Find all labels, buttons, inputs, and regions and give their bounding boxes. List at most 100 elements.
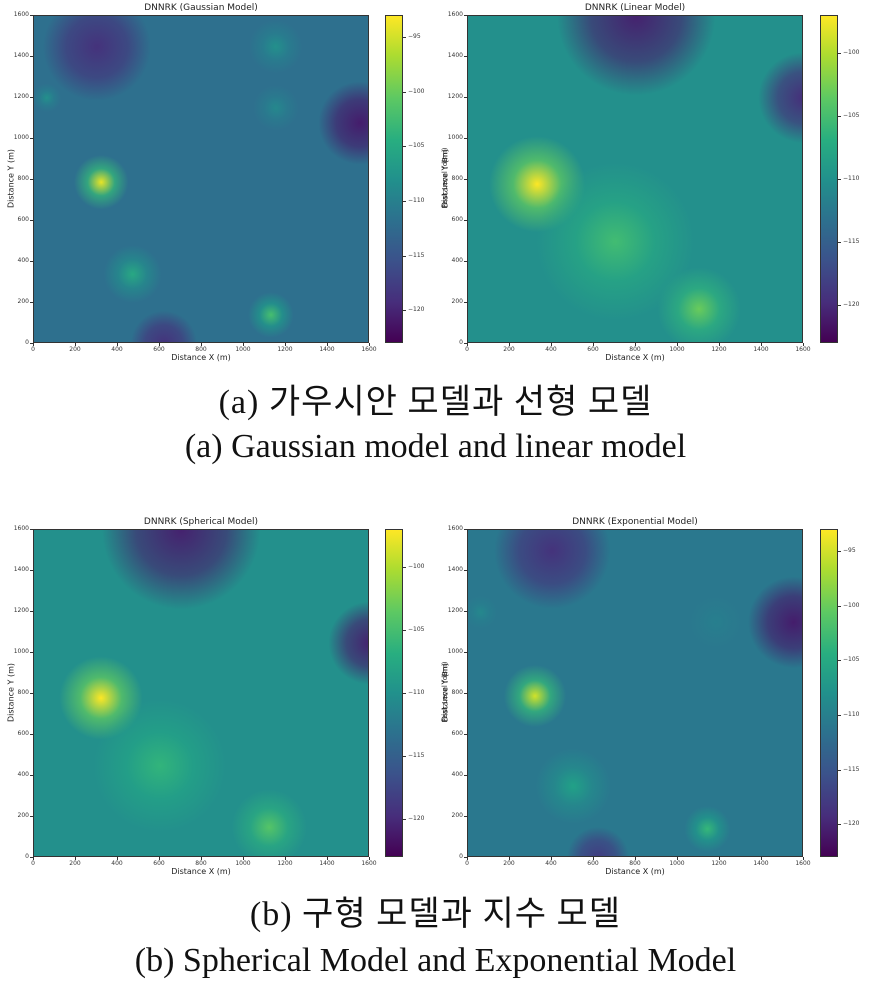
colorbar [820,15,838,343]
colorbar-tick-mark [403,310,406,312]
x-tick-mark [635,343,636,346]
x-tick-mark [635,857,636,860]
x-tick-label: 1200 [277,860,293,867]
colorbar-tick-mark [403,146,406,148]
y-tick-label: 800 [451,175,463,182]
y-tick-label: 1200 [447,93,463,100]
colorbar-tick-mark [403,819,406,821]
y-tick-mark [30,775,33,776]
x-tick-mark [201,343,202,346]
y-tick-label: 600 [451,730,463,737]
x-tick-label: 200 [503,346,515,353]
x-tick-label: 800 [629,346,641,353]
heatmap-low-region [42,16,152,102]
x-tick-mark [33,343,34,346]
y-tick-mark [30,343,33,344]
x-tick-label: 400 [545,346,557,353]
x-tick-mark [803,343,804,346]
x-tick-label: 1400 [753,346,769,353]
colorbar-tick-mark [838,605,841,607]
colorbar-tick-label: −110 [408,689,425,696]
x-axis-label: Distance X (m) [605,353,665,362]
x-tick-label: 200 [503,860,515,867]
x-tick-label: 1200 [711,860,727,867]
heatmap-peak-region [535,748,611,825]
y-tick-mark [464,15,467,16]
y-tick-mark [464,611,467,612]
x-tick-mark [201,857,202,860]
colorbar-tick-mark [403,200,406,202]
colorbar-tick-label: −105 [843,656,860,664]
x-tick-label: 800 [195,346,207,353]
x-tick-mark [75,857,76,860]
x-tick-mark [467,857,468,860]
colorbar-tick-label: −100 [843,48,860,56]
colorbar-tick-label: −100 [408,87,425,95]
y-tick-mark [30,302,33,303]
x-axis-label: Distance X (m) [171,353,231,362]
x-tick-label: 1600 [795,346,811,353]
y-tick-mark [30,570,33,571]
colorbar-tick-label: −120 [408,815,425,823]
x-tick-mark [243,343,244,346]
y-tick-mark [464,302,467,303]
y-axis-label: Distance Y (m) [440,149,450,208]
colorbar-tick-mark [838,550,841,552]
x-tick-label: 800 [195,860,207,867]
y-tick-label: 200 [451,298,463,305]
colorbar-tick-mark [838,714,841,716]
x-tick-mark [467,343,468,346]
x-tick-mark [719,857,720,860]
heatmap-peak-region [92,698,228,833]
chart-title: DNNRK (Spherical Model) [143,517,259,527]
y-tick-label: 1200 [13,607,29,614]
y-axis-label: Distance Y (m) [6,663,16,722]
x-tick-mark [285,857,286,860]
y-tick-mark [30,816,33,817]
x-tick-label: 600 [587,860,599,867]
y-tick-label: 1000 [13,648,29,655]
y-axis-label: Distance Y (m) [6,149,16,208]
colorbar-tick-mark [403,566,406,568]
heatmap-peak-region [688,594,744,650]
colorbar-tick-label: −115 [843,238,860,246]
x-tick-mark [327,343,328,346]
y-tick-label: 400 [451,771,463,778]
colorbar-tick-label: −115 [843,765,860,773]
x-tick-label: 200 [69,860,81,867]
y-tick-label: 0 [459,339,463,346]
y-tick-mark [464,261,467,262]
y-tick-label: 600 [17,730,29,737]
colorbar [385,529,403,857]
y-tick-label: 1600 [13,11,29,18]
y-tick-label: 0 [25,339,29,346]
colorbar-tick-label: −105 [408,625,425,633]
y-tick-mark [464,857,467,858]
x-tick-mark [677,857,678,860]
y-tick-mark [464,693,467,694]
y-tick-label: 200 [17,812,29,819]
y-tick-mark [464,652,467,653]
x-tick-mark [761,857,762,860]
colorbar-tick-label: −100 [408,562,425,570]
x-tick-label: 1000 [235,860,251,867]
y-axis-label: Distance Y (m) [440,663,450,722]
colorbar-tick-mark [838,824,841,826]
x-tick-label: 0 [31,346,35,353]
y-tick-label: 600 [17,216,29,223]
x-tick-label: 400 [111,346,123,353]
y-tick-label: 800 [451,689,463,696]
y-tick-mark [464,97,467,98]
colorbar-tick-mark [838,115,841,117]
x-tick-mark [803,857,804,860]
colorbar-tick-label: −100 [843,601,860,609]
x-tick-label: 0 [465,346,469,353]
colorbar-tick-mark [838,52,841,54]
y-tick-label: 200 [17,298,29,305]
heatmap-peak-region [252,85,299,132]
y-tick-mark [464,56,467,57]
y-tick-mark [30,611,33,612]
y-tick-label: 1000 [13,134,29,141]
colorbar-tick-label: −120 [843,820,860,828]
colorbar-tick-mark [403,255,406,257]
